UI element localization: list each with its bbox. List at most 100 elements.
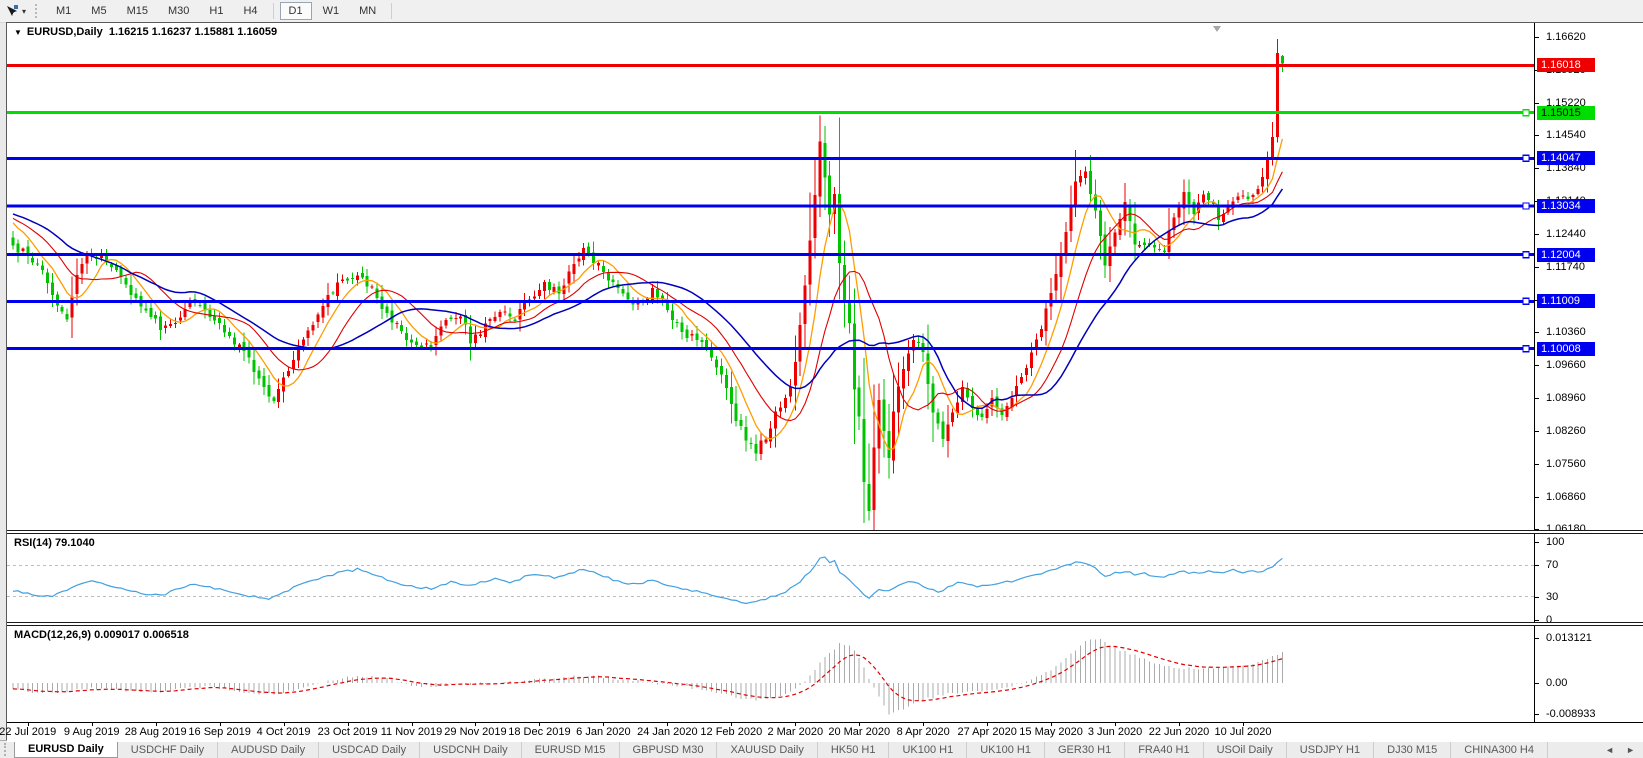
date-label: 18 Dec 2019	[508, 726, 571, 738]
tab-scroll-left-icon[interactable]: ◄	[1605, 744, 1615, 755]
date-axis[interactable]: 22 Jul 2019 9 Aug 2019 28 Aug 2019 16 Sep 2…	[0, 722, 1643, 742]
moving-average-fast[interactable]	[12, 138, 1284, 451]
chart-tab-usdcnh-daily[interactable]: USDCNH Daily	[420, 741, 522, 758]
horizontal-level-line[interactable]	[7, 204, 1534, 208]
timeframe-button-m30[interactable]: M30	[167, 5, 190, 17]
date-label: 8 Apr 2020	[896, 726, 950, 738]
chart-tab-xauusd-daily[interactable]: XAUUSD Daily	[717, 741, 818, 758]
cursor-tool-button[interactable]: ▾	[3, 3, 28, 19]
level-endpoint-marker[interactable]	[1522, 154, 1530, 162]
axis-tick-mark	[1535, 168, 1539, 170]
candle-body	[651, 287, 655, 301]
candle-body	[1128, 204, 1132, 222]
chart-tab-dj30-m15[interactable]: DJ30 M15	[1374, 741, 1452, 758]
candle-body	[331, 292, 335, 294]
candle-body	[1049, 292, 1053, 307]
chart-tab-eurusd-daily[interactable]: EURUSD Daily	[14, 741, 118, 758]
candle-body	[518, 308, 522, 320]
candle-body	[311, 324, 315, 331]
timeframe-button-h4[interactable]: H4	[243, 5, 258, 17]
panel-splitter[interactable]	[7, 530, 1643, 534]
chart-shift-marker[interactable]	[1213, 26, 1221, 32]
horizontal-level-line[interactable]	[7, 299, 1534, 303]
candle-body	[596, 263, 600, 266]
chart-tab-uk100-h1[interactable]: UK100 H1	[967, 741, 1045, 758]
chart-tab-usdjpy-h1[interactable]: USDJPY H1	[1287, 741, 1375, 758]
candle-body	[1084, 171, 1088, 178]
timeframe-button-h1[interactable]: H1	[209, 5, 224, 17]
candle-body	[675, 321, 679, 324]
candle-body	[21, 248, 25, 252]
chart-tab-fra40-h1[interactable]: FRA40 H1	[1125, 741, 1204, 758]
chart-tab-uk100-h1[interactable]: UK100 H1	[889, 741, 968, 758]
timeframe-button-mn[interactable]: MN	[359, 5, 377, 17]
horizontal-level-line[interactable]	[7, 111, 1534, 115]
candle-body	[31, 257, 35, 263]
candle-body	[1221, 214, 1225, 223]
chart-tab-usdcad-daily[interactable]: USDCAD Daily	[319, 741, 421, 758]
candle-body	[577, 258, 581, 262]
timeframe-button-m5[interactable]: M5	[91, 5, 107, 17]
chart-tab-usoil-daily[interactable]: USOil Daily	[1204, 741, 1287, 758]
price-tick-label: 1.08260	[1546, 425, 1586, 437]
candle-body	[1020, 377, 1024, 384]
toolbar-grip[interactable]	[35, 4, 40, 18]
candle-body	[144, 308, 148, 311]
candle-body	[670, 310, 674, 320]
timeframe-button-m15[interactable]: M15	[126, 5, 148, 17]
chart-tab-china300-h4[interactable]: CHINA300 H4	[1451, 741, 1548, 758]
candle-body	[252, 359, 256, 372]
chart-tab-audusd-daily[interactable]: AUDUSD Daily	[218, 741, 320, 758]
symbol-dropdown-icon[interactable]: ▼	[14, 28, 22, 37]
level-endpoint-marker[interactable]	[1522, 297, 1530, 306]
macd-tick-label: 0.013121	[1546, 631, 1592, 644]
chart-tab-eurusd-m15[interactable]: EURUSD M15	[522, 741, 620, 758]
candle-body	[1054, 274, 1058, 291]
candle-body	[936, 412, 940, 424]
level-endpoint-marker[interactable]	[1522, 202, 1530, 210]
timeframe-button-w1[interactable]: W1	[322, 5, 340, 17]
timeframe-button-m1[interactable]: M1	[56, 5, 72, 17]
candle-body	[400, 324, 404, 331]
horizontal-level-line[interactable]	[7, 63, 1534, 67]
candle-body	[621, 289, 625, 294]
date-tick-mark	[795, 723, 797, 726]
tab-scroll-right-icon[interactable]: ►	[1626, 744, 1635, 755]
level-endpoint-marker[interactable]	[1522, 344, 1530, 353]
candle-body	[1123, 202, 1127, 222]
price-axis[interactable]: 1.166201.159201.152201.145401.138401.131…	[1534, 23, 1643, 722]
level-price-badge: 1.15015	[1537, 105, 1595, 120]
candle-body	[237, 344, 241, 348]
candle-body	[11, 237, 15, 246]
rsi-tick-label: 100	[1546, 536, 1565, 548]
date-label: 3 Jun 2020	[1087, 726, 1143, 738]
level-endpoint-marker[interactable]	[1522, 108, 1530, 117]
horizontal-level-line[interactable]	[7, 253, 1534, 257]
price-chart[interactable]	[7, 23, 1534, 530]
candle-body	[1246, 196, 1250, 200]
candle-body	[911, 339, 915, 351]
tabbar-grip[interactable]	[4, 743, 10, 756]
candle-body	[1202, 194, 1206, 203]
candle-body	[1256, 188, 1260, 194]
panel-splitter[interactable]	[7, 622, 1643, 626]
moving-average-slow[interactable]	[12, 188, 1284, 410]
chart-tab-usdchf-daily[interactable]: USDCHF Daily	[118, 741, 219, 758]
horizontal-level-line[interactable]	[7, 347, 1534, 351]
horizontal-level-line[interactable]	[7, 156, 1534, 160]
macd-tick-label: -0.008933	[1546, 707, 1596, 720]
chart-tab-gbpusd-m30[interactable]: GBPUSD M30	[620, 741, 718, 758]
candle-body	[41, 265, 45, 271]
moving-average-mid[interactable]	[12, 171, 1283, 422]
timeframe-button-d1[interactable]: D1	[279, 2, 312, 20]
date-tick-mark	[539, 723, 541, 726]
level-endpoint-marker[interactable]	[1522, 250, 1530, 259]
chart-tab-ger30-h1[interactable]: GER30 H1	[1045, 741, 1126, 758]
macd-panel[interactable]	[7, 626, 1534, 722]
chart-tab-hk50-h1[interactable]: HK50 H1	[818, 741, 890, 758]
price-tick-label: 1.08960	[1546, 392, 1586, 405]
rsi-panel[interactable]	[7, 534, 1534, 622]
axis-tick-mark	[1535, 234, 1539, 235]
date-tick-mark	[347, 723, 349, 726]
axis-tick-mark	[1535, 398, 1539, 400]
